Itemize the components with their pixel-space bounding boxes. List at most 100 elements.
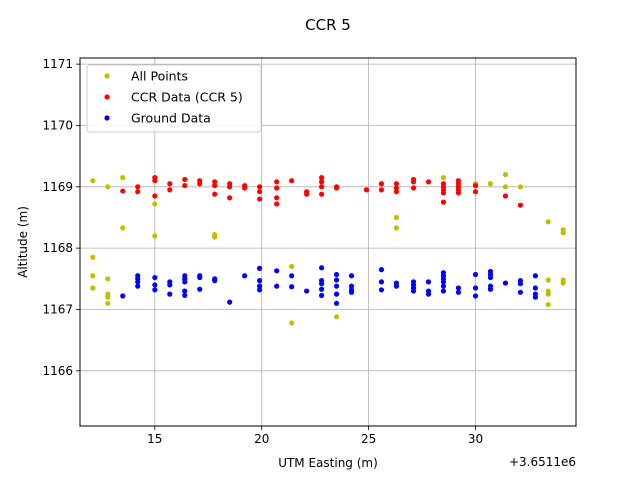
data-point	[502, 184, 509, 190]
y-tick-label: 1170	[42, 118, 73, 132]
data-point	[212, 182, 218, 189]
data-point	[333, 291, 340, 297]
chart-title: CCR 5	[305, 16, 351, 34]
data-point	[545, 277, 551, 283]
data-point	[197, 274, 203, 281]
y-axis-label: Altitude (m)	[16, 206, 30, 278]
data-point	[440, 199, 447, 205]
data-point	[135, 184, 141, 190]
data-point	[274, 268, 280, 274]
data-point	[256, 287, 263, 293]
data-point	[289, 178, 295, 184]
y-tick-label: 1168	[42, 241, 73, 255]
data-point	[393, 181, 400, 187]
data-point	[105, 300, 111, 306]
legend: All Points CCR Data (CCR 5) Ground Data	[86, 64, 262, 133]
y-tick-label: 1169	[42, 180, 73, 194]
data-point	[274, 179, 280, 185]
data-point	[256, 283, 263, 289]
data-point	[425, 279, 432, 285]
legend-marker	[104, 73, 110, 79]
y-tick-label: 1171	[42, 57, 73, 71]
data-point	[318, 265, 325, 271]
y-axis: 1166 1167 1168 1169 1170 1171	[42, 57, 80, 378]
data-point	[425, 291, 432, 297]
data-point	[318, 286, 325, 292]
data-point	[135, 283, 141, 289]
y-tick-label: 1167	[42, 302, 73, 316]
data-point	[197, 286, 203, 292]
data-point	[517, 202, 524, 208]
data-point	[120, 188, 126, 194]
data-point	[90, 285, 96, 291]
data-point	[227, 299, 233, 305]
data-point	[393, 225, 400, 231]
data-point	[289, 320, 295, 326]
data-point	[517, 289, 524, 295]
data-point	[90, 273, 96, 279]
grid	[80, 58, 576, 426]
data-point	[318, 191, 325, 197]
data-point	[440, 288, 447, 294]
data-point	[256, 265, 263, 271]
x-axis-label: UTM Easting (m)	[278, 456, 378, 470]
data-point	[393, 189, 400, 195]
x-tick-label: 20	[254, 432, 269, 446]
data-point	[120, 293, 126, 299]
data-point	[105, 276, 111, 282]
data-point	[167, 187, 173, 193]
data-point	[227, 195, 233, 201]
data-point	[318, 175, 325, 181]
data-point	[256, 184, 263, 190]
legend-marker	[104, 94, 110, 100]
data-point	[487, 181, 494, 187]
legend-marker	[104, 115, 110, 121]
data-point	[378, 181, 385, 187]
data-point	[455, 289, 462, 295]
data-point	[304, 288, 310, 294]
data-point	[333, 271, 340, 278]
data-point	[212, 234, 218, 240]
series-1	[120, 175, 524, 208]
data-point	[256, 278, 263, 284]
data-point	[152, 233, 158, 239]
data-point	[242, 185, 248, 191]
data-point	[152, 193, 158, 199]
data-point	[440, 279, 447, 285]
series-2	[120, 265, 538, 306]
data-point	[472, 189, 479, 195]
data-point	[560, 230, 566, 236]
data-point	[378, 267, 385, 273]
data-point	[289, 284, 295, 290]
data-point	[289, 273, 295, 279]
data-point	[135, 189, 141, 195]
legend-box	[86, 64, 262, 133]
data-point	[545, 219, 551, 225]
data-point	[212, 179, 218, 185]
data-point	[333, 283, 340, 289]
data-point	[90, 254, 96, 260]
data-point	[152, 274, 158, 281]
data-point	[167, 291, 173, 297]
data-point	[274, 195, 280, 201]
data-point	[212, 278, 218, 284]
data-point	[120, 175, 126, 181]
data-point	[532, 294, 538, 300]
data-point	[105, 184, 111, 190]
data-point	[348, 273, 355, 279]
data-point	[256, 196, 263, 202]
data-point	[152, 282, 158, 288]
data-point	[502, 171, 509, 178]
x-offset-label: +3.6511e6	[509, 455, 576, 469]
data-point	[152, 178, 158, 184]
legend-label: All Points	[131, 69, 188, 84]
data-point	[333, 185, 340, 191]
data-point	[333, 314, 340, 320]
data-point	[182, 288, 188, 294]
data-point	[425, 179, 432, 185]
data-point	[532, 273, 538, 279]
data-point	[472, 271, 479, 278]
series-0	[90, 171, 566, 326]
x-tick-label: 25	[361, 432, 376, 446]
